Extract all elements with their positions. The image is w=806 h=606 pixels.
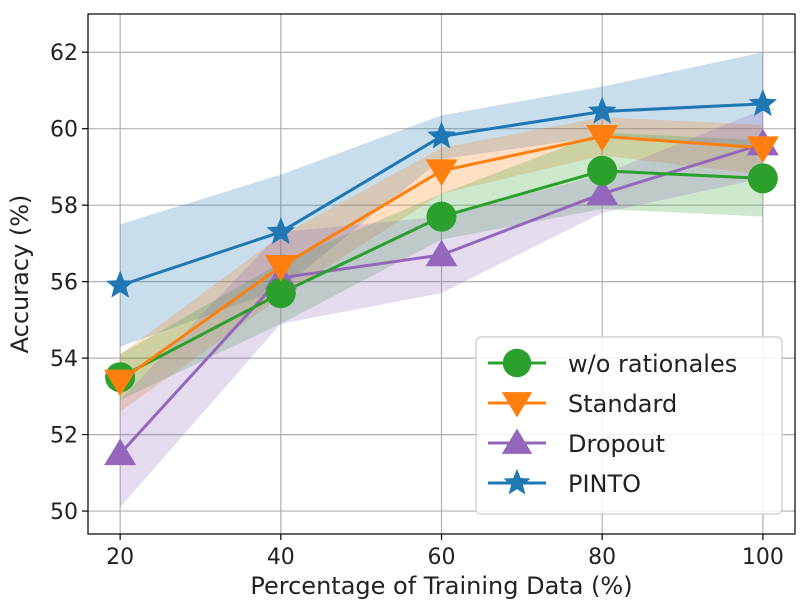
y-axis-label: Accuracy (%) xyxy=(6,195,34,354)
x-tick-label: 100 xyxy=(742,545,784,570)
legend-label-dropout: Dropout xyxy=(568,430,665,458)
legend-marker-w-o-rationales xyxy=(502,348,532,378)
point-standard xyxy=(264,254,297,282)
legend: w/o rationales Standard Dropout PINTO xyxy=(475,336,783,515)
legend-label-pinto: PINTO xyxy=(568,470,641,498)
point-dropout xyxy=(586,178,619,206)
point-standard xyxy=(104,369,137,397)
point-dropout xyxy=(104,438,137,466)
point-pinto xyxy=(105,270,135,298)
point-pinto xyxy=(427,121,456,149)
y-tick-label: 50 xyxy=(50,500,78,525)
x-tick-label: 60 xyxy=(428,545,456,570)
axis-ticks: 20 40 60 80 100 50 52 54 56 58 60 62 xyxy=(50,41,784,570)
y-tick-label: 54 xyxy=(50,347,78,372)
point-pinto xyxy=(587,96,617,124)
legend-box xyxy=(475,336,783,515)
x-tick-label: 40 xyxy=(267,545,295,570)
x-tick-label: 80 xyxy=(588,545,616,570)
point-pinto xyxy=(266,216,296,245)
legend-marker-dropout xyxy=(501,428,533,454)
legend-label-standard: Standard xyxy=(568,390,677,418)
series-markers xyxy=(104,88,779,466)
y-tick-label: 62 xyxy=(50,41,78,66)
legend-label-w-o-rationales: w/o rationales xyxy=(568,350,737,378)
point-w-o-rationales xyxy=(747,163,778,194)
x-axis-label: Percentage of Training Data (%) xyxy=(250,572,632,600)
point-w-o-rationales xyxy=(587,155,618,186)
point-standard xyxy=(746,136,779,164)
band-dropout xyxy=(120,109,763,508)
x-tick-label: 20 xyxy=(106,545,134,570)
point-standard xyxy=(586,124,619,152)
point-standard xyxy=(425,159,458,186)
legend-marker-standard xyxy=(501,392,533,418)
point-w-o-rationales xyxy=(426,201,457,232)
y-tick-label: 60 xyxy=(50,118,78,143)
y-tick-label: 56 xyxy=(50,271,78,296)
legend-marker-pinto xyxy=(503,468,531,495)
y-tick-label: 52 xyxy=(50,424,78,449)
point-dropout xyxy=(425,239,458,267)
grid-lines xyxy=(88,14,795,534)
y-tick-label: 58 xyxy=(50,194,78,219)
point-pinto xyxy=(748,88,778,116)
point-w-o-rationales xyxy=(265,278,296,309)
